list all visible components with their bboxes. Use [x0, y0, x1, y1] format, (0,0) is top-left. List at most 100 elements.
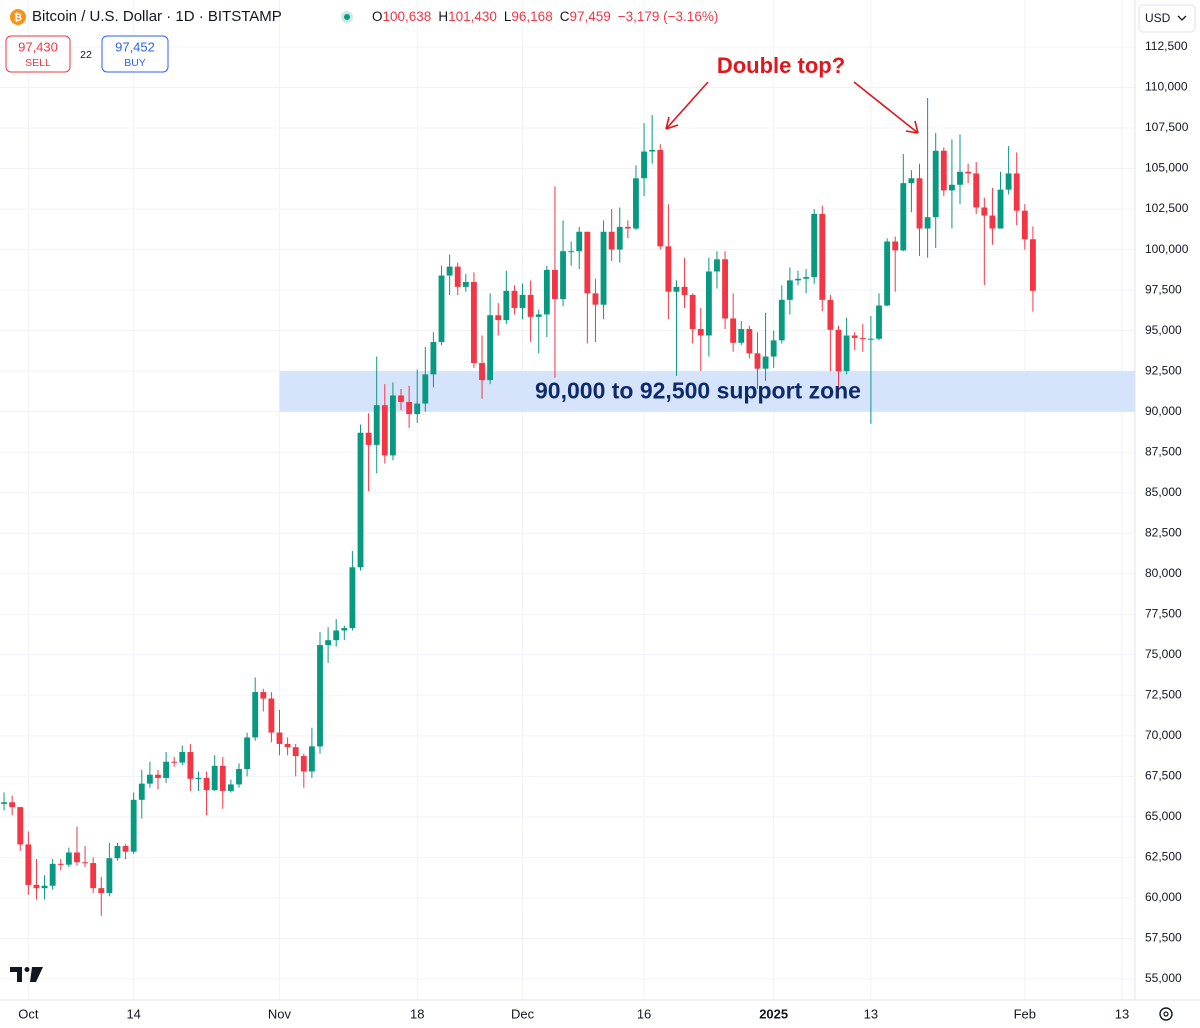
candle-body — [908, 178, 915, 184]
candle-body — [786, 280, 793, 300]
y-tick-label: 62,500 — [1145, 850, 1182, 864]
axes: 55,000 57,500 60,000 62,500 65,000 67,500 70,0… — [18, 39, 1188, 1021]
candle-body — [633, 178, 639, 229]
settings-icon-center — [1163, 1011, 1169, 1017]
candle-body — [900, 183, 907, 251]
ohlc-value: 97,459 — [569, 9, 610, 24]
logo-part — [24, 967, 30, 972]
candle-body — [924, 217, 931, 229]
candle-body — [211, 765, 218, 791]
candle-body — [511, 290, 518, 308]
candle-body — [106, 858, 113, 894]
candle-body — [1013, 173, 1020, 211]
ohlc-key: L — [504, 9, 512, 24]
currency: USD — [1145, 11, 1171, 25]
y-tick-label: 105,000 — [1145, 161, 1189, 175]
candle-body — [819, 213, 826, 300]
currency-button[interactable] — [1138, 4, 1196, 33]
candle-body — [389, 395, 396, 456]
candle-body — [146, 774, 153, 784]
candle-body — [876, 305, 882, 339]
double-top-arrows — [665, 81, 919, 134]
candle-body — [827, 299, 834, 330]
candle-body — [835, 329, 842, 372]
y-tick-label: 102,500 — [1145, 201, 1189, 215]
y-tick-label: 92,500 — [1145, 363, 1182, 377]
currency-caret — [1177, 15, 1187, 21]
candle-body — [778, 299, 785, 341]
candle-body — [268, 698, 275, 733]
candle-body — [762, 356, 769, 369]
candle-body — [989, 215, 996, 229]
candle-body — [957, 171, 963, 185]
buy-button[interactable] — [101, 35, 169, 73]
candle-body — [649, 149, 656, 152]
candle-body — [446, 266, 453, 276]
y-tick-label: 55,000 — [1145, 971, 1182, 985]
support-zone-layer — [279, 371, 1135, 412]
candle-body — [495, 315, 502, 321]
y-tick-label: 97,500 — [1145, 282, 1182, 296]
candle-body — [997, 189, 1004, 229]
y-tick-label: 77,500 — [1145, 606, 1182, 620]
y-tick-label: 85,000 — [1145, 485, 1182, 499]
x-tick-label: 13 — [1115, 1006, 1129, 1021]
candle-body — [454, 266, 461, 287]
candle-body — [673, 286, 680, 292]
market-status-dot — [344, 14, 350, 20]
candle-body — [884, 241, 891, 306]
x-tick-label: 2025 — [759, 1006, 788, 1021]
arrow-left-head — [665, 116, 679, 130]
y-tick-label: 80,000 — [1145, 566, 1182, 580]
x-tick-label: 16 — [637, 1006, 651, 1021]
candle-body — [414, 403, 421, 415]
candle-body — [365, 432, 372, 445]
y-tick-label: 110,000 — [1145, 80, 1188, 94]
candle-body — [317, 645, 323, 747]
candle-body — [65, 852, 72, 865]
candle-body — [114, 846, 121, 859]
candle-body — [535, 314, 542, 317]
candle-body — [292, 747, 299, 757]
candle-body — [203, 777, 210, 791]
annotation: Double top? — [717, 53, 845, 78]
candle-body — [373, 405, 380, 445]
candle-body — [430, 341, 437, 375]
candle-body — [479, 363, 485, 381]
candle-body — [487, 315, 494, 381]
y-tick-label: 57,500 — [1145, 931, 1182, 945]
x-tick-label: 13 — [864, 1006, 878, 1021]
candle-body — [276, 732, 283, 744]
candle-body — [519, 294, 526, 308]
buy-price: 97,452 — [115, 39, 155, 54]
y-tick-label: 107,500 — [1145, 120, 1189, 134]
candle-body — [641, 151, 647, 179]
candle-body — [422, 374, 429, 404]
x-tick-label: Oct — [18, 1006, 39, 1021]
x-tick-label: 18 — [410, 1006, 424, 1021]
candle-body — [284, 743, 291, 748]
candle-body — [859, 337, 866, 339]
settings-icon[interactable] — [1159, 1007, 1173, 1021]
candle-body — [616, 226, 623, 250]
candle-body — [608, 231, 615, 250]
candle-body — [1, 802, 7, 804]
candle-body — [244, 737, 251, 770]
candles — [1, 98, 1036, 916]
y-tick-label: 87,500 — [1145, 444, 1182, 458]
zone-label: 90,000 to 92,500 support zone — [535, 377, 861, 403]
spread: 22 — [80, 49, 92, 61]
sell-button[interactable] — [5, 35, 71, 73]
candle-body — [219, 765, 226, 791]
x-tick-label: 14 — [126, 1006, 140, 1021]
candle-body — [236, 769, 242, 785]
arrow-right — [853, 81, 919, 134]
candle-body — [49, 863, 56, 886]
candle-body — [138, 783, 145, 800]
sell-label: SELL — [25, 57, 51, 69]
candle-body — [1005, 173, 1012, 190]
candle-body — [82, 862, 88, 864]
y-tick-label: 82,500 — [1145, 525, 1182, 539]
arrow-left — [665, 81, 709, 130]
candle-body — [916, 178, 923, 229]
